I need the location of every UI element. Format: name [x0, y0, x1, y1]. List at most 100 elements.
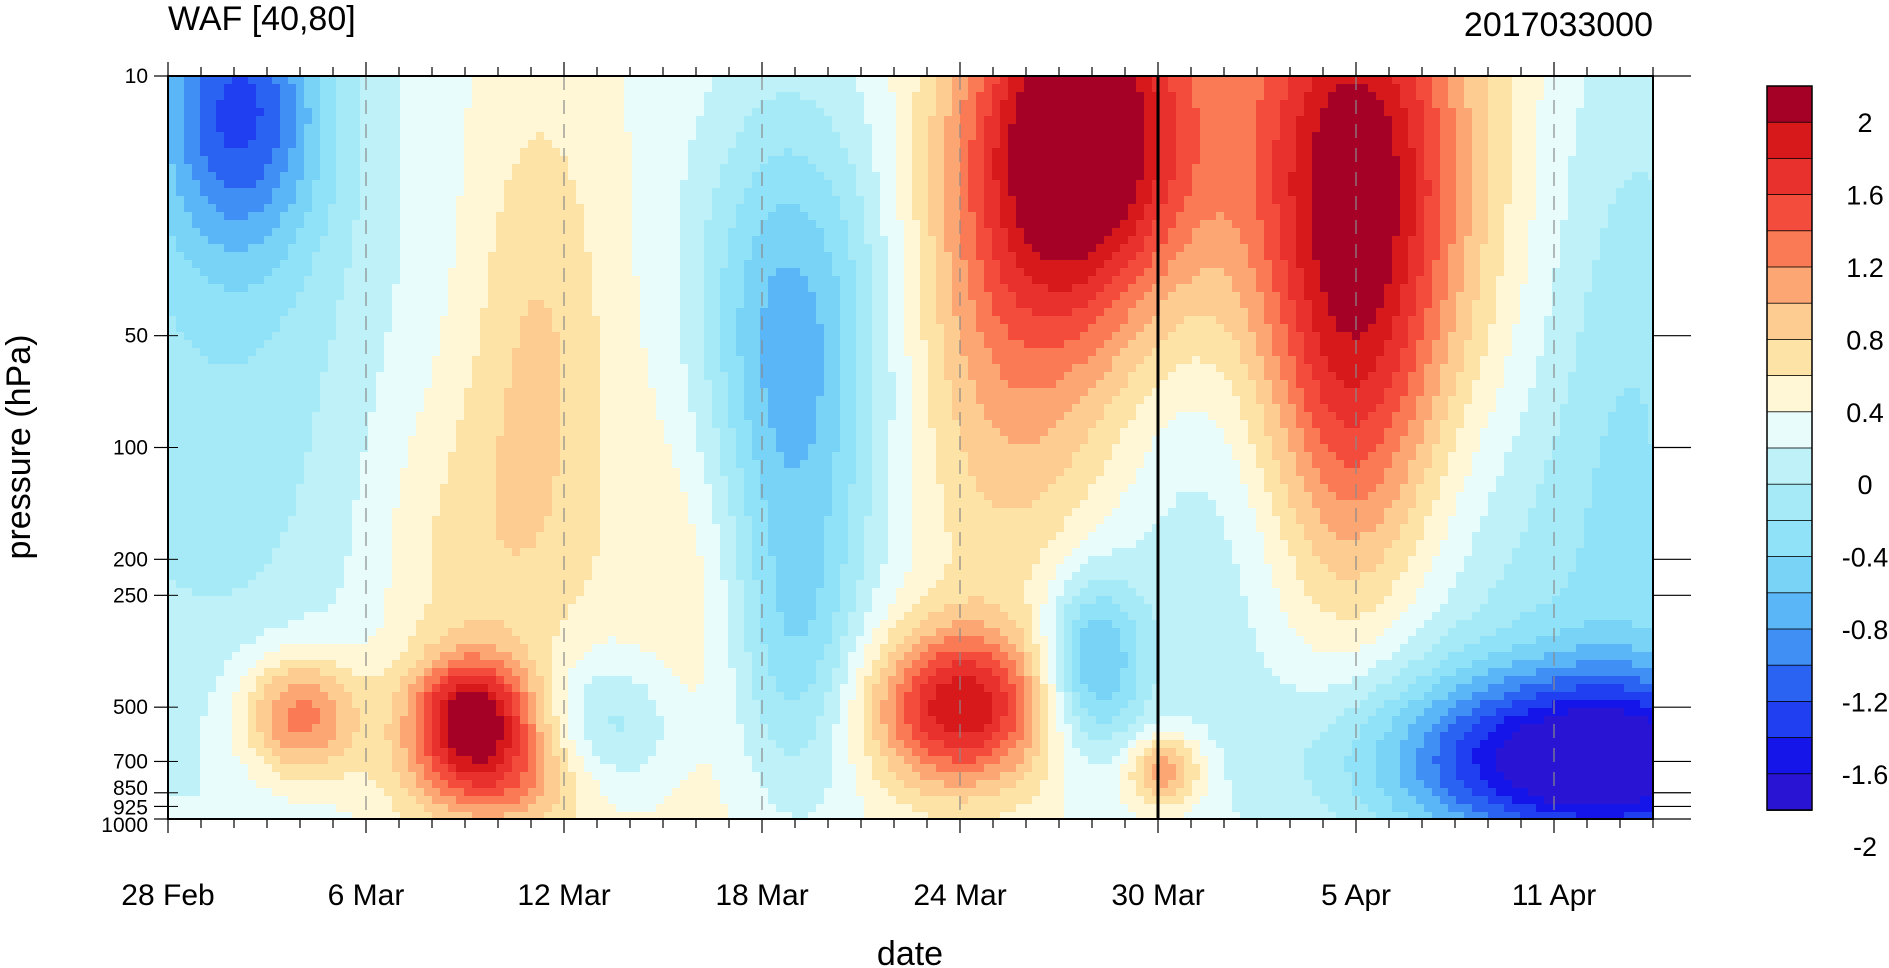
- field-cell: [1184, 156, 1193, 165]
- field-cell: [224, 172, 233, 181]
- field-cell: [1328, 252, 1337, 261]
- field-cell: [680, 116, 689, 125]
- field-cell: [608, 244, 617, 253]
- field-cell: [1536, 268, 1545, 277]
- field-cell: [1520, 124, 1529, 133]
- field-cell: [768, 284, 777, 293]
- field-cell: [1496, 244, 1505, 253]
- field-cell: [1152, 228, 1161, 237]
- field-cell: [1480, 252, 1489, 261]
- field-cell: [912, 92, 921, 101]
- field-cell: [320, 244, 329, 253]
- field-cell: [1456, 172, 1465, 181]
- field-cell: [216, 244, 225, 253]
- field-cell: [352, 108, 361, 117]
- field-cell: [256, 84, 265, 93]
- field-cell: [584, 92, 593, 101]
- field-cell: [224, 140, 233, 149]
- field-cell: [1568, 220, 1577, 229]
- field-cell: [1336, 116, 1345, 125]
- field-cell: [904, 100, 913, 109]
- field-cell: [1624, 92, 1633, 101]
- field-cell: [1056, 164, 1065, 173]
- field-cell: [960, 252, 969, 261]
- field-cell: [1080, 236, 1089, 245]
- field-cell: [408, 140, 417, 149]
- field-cell: [360, 100, 369, 109]
- field-cell: [1264, 148, 1273, 157]
- field-cell: [1144, 212, 1153, 221]
- field-cell: [288, 180, 297, 189]
- field-cell: [912, 148, 921, 157]
- field-cell: [1632, 92, 1641, 101]
- field-cell: [904, 84, 913, 93]
- field-cell: [792, 132, 801, 141]
- field-cell: [200, 260, 209, 269]
- field-cell: [320, 188, 329, 197]
- field-cell: [480, 92, 489, 101]
- field-cell: [1032, 188, 1041, 197]
- field-cell: [328, 276, 337, 285]
- field-cell: [712, 148, 721, 157]
- field-cell: [1368, 132, 1377, 141]
- field-cell: [1048, 172, 1057, 181]
- field-cell: [200, 124, 209, 133]
- field-cell: [352, 140, 361, 149]
- field-cell: [1608, 252, 1617, 261]
- field-cell: [792, 252, 801, 261]
- field-cell: [1160, 196, 1169, 205]
- field-cell: [584, 284, 593, 293]
- field-cell: [1560, 252, 1569, 261]
- field-cell: [1208, 188, 1217, 197]
- field-cell: [776, 76, 785, 85]
- field-cell: [504, 276, 513, 285]
- field-cell: [1488, 252, 1497, 261]
- field-cell: [1264, 100, 1273, 109]
- field-cell: [1616, 196, 1625, 205]
- field-cell: [1464, 244, 1473, 253]
- field-cell: [672, 92, 681, 101]
- field-cell: [1152, 260, 1161, 269]
- field-cell: [1352, 164, 1361, 173]
- field-cell: [336, 76, 345, 85]
- field-cell: [1144, 252, 1153, 261]
- field-cell: [688, 132, 697, 141]
- field-cell: [464, 180, 473, 189]
- field-cell: [312, 116, 321, 125]
- field-cell: [392, 236, 401, 245]
- field-cell: [1376, 140, 1385, 149]
- field-cell: [1624, 100, 1633, 109]
- field-cell: [1336, 156, 1345, 165]
- field-cell: [920, 204, 929, 213]
- field-cell: [1176, 196, 1185, 205]
- field-cell: [1160, 148, 1169, 157]
- field-cell: [248, 276, 257, 285]
- field-cell: [192, 260, 201, 269]
- field-cell: [1080, 212, 1089, 221]
- field-cell: [1184, 252, 1193, 261]
- field-cell: [480, 76, 489, 85]
- field-cell: [1408, 164, 1417, 173]
- field-cell: [720, 172, 729, 181]
- field-cell: [1544, 92, 1553, 101]
- field-cell: [1472, 156, 1481, 165]
- field-cell: [1336, 284, 1345, 293]
- field-cell: [888, 260, 897, 269]
- field-cell: [584, 196, 593, 205]
- field-cell: [992, 132, 1001, 141]
- field-cell: [1064, 268, 1073, 277]
- field-cell: [504, 132, 513, 141]
- field-cell: [992, 180, 1001, 189]
- field-cell: [1464, 84, 1473, 93]
- field-cell: [832, 204, 841, 213]
- field-cell: [456, 76, 465, 85]
- field-cell: [168, 268, 177, 277]
- field-cell: [496, 148, 505, 157]
- field-cell: [1576, 196, 1585, 205]
- field-cell: [1296, 92, 1305, 101]
- field-cell: [448, 180, 457, 189]
- field-cell: [1200, 260, 1209, 269]
- field-cell: [400, 140, 409, 149]
- field-cell: [640, 252, 649, 261]
- field-cell: [672, 276, 681, 285]
